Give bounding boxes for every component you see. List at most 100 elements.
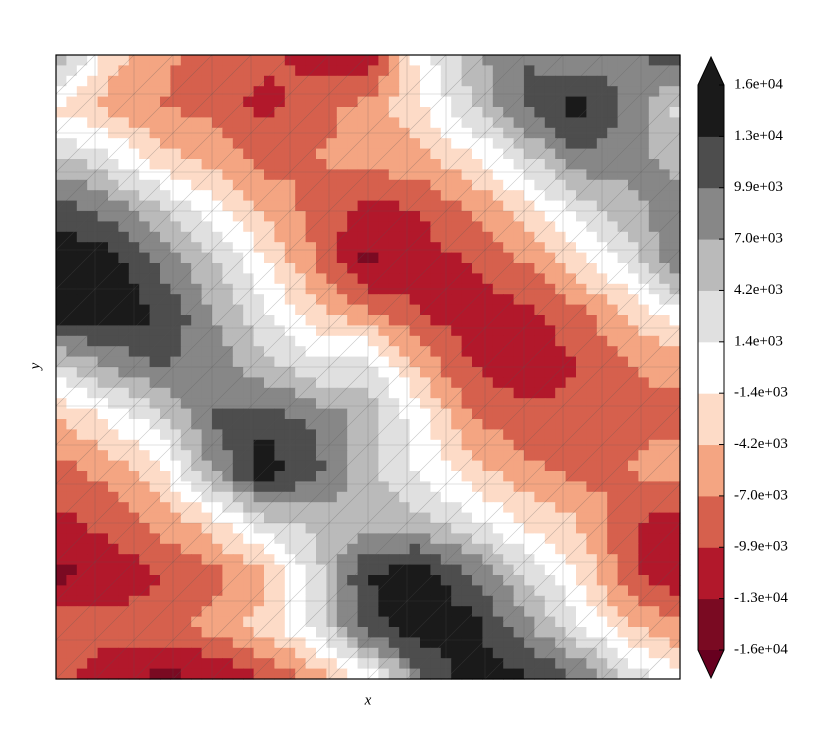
contour-cell (201, 450, 213, 462)
contour-cell (638, 471, 650, 482)
contour-cell (378, 450, 390, 462)
contour-cell (461, 575, 473, 586)
contour-cell (430, 283, 442, 295)
contour-cell (492, 148, 504, 160)
contour-cell (503, 315, 515, 326)
contour-cell (617, 211, 629, 222)
contour-cell (482, 595, 494, 607)
contour-cell (461, 616, 473, 628)
contour-cell (97, 460, 109, 472)
contour-cell (409, 190, 421, 202)
contour-cell (524, 512, 535, 524)
contour-cell (139, 75, 151, 87)
contour-cell (472, 460, 483, 472)
contour-cell (628, 429, 639, 441)
contour-cell (108, 419, 119, 430)
contour-cell (347, 315, 359, 326)
contour-cell (295, 325, 307, 337)
contour-cell (472, 221, 483, 233)
contour-cell (492, 512, 504, 524)
contour-cell (565, 502, 577, 514)
contour-cell (128, 585, 140, 597)
contour-cell (451, 564, 463, 576)
contour-cell (451, 554, 463, 566)
contour-cell (596, 491, 608, 503)
contour-cell (461, 439, 473, 451)
contour-cell (128, 564, 140, 576)
contour-cell (170, 315, 182, 326)
contour-cell (212, 627, 223, 638)
contour-cell (430, 387, 442, 399)
contour-cell (461, 554, 473, 566)
contour-cell (180, 335, 192, 347)
contour-cell (586, 179, 598, 191)
contour-cell (482, 377, 494, 389)
contour-cell (66, 585, 78, 597)
contour-cell (482, 211, 494, 222)
contour-cell (118, 127, 130, 139)
contour-cell (607, 65, 619, 77)
contour-cell (284, 377, 296, 389)
contour-cell (430, 107, 442, 118)
contour-cell (669, 169, 681, 181)
contour-cell (565, 668, 577, 680)
contour-cell (461, 263, 473, 274)
contour-cell (659, 533, 671, 545)
contour-cell (576, 471, 587, 482)
contour-cell (524, 367, 535, 378)
contour-cell (420, 231, 431, 243)
contour-cell (66, 627, 78, 638)
contour-cell (305, 585, 317, 597)
contour-cell (659, 564, 671, 576)
contour-cell (472, 169, 483, 181)
contour-cell (513, 346, 525, 358)
contour-cell (160, 263, 171, 274)
contour-cell (56, 273, 67, 285)
contour-cell (347, 169, 359, 181)
contour-cell (149, 387, 161, 399)
contour-cell (420, 190, 431, 202)
contour-cell (378, 429, 390, 441)
contour-cell (357, 429, 369, 441)
contour-cell (669, 96, 681, 108)
contour-cell (420, 263, 431, 274)
contour-cell (160, 398, 171, 410)
contour-cell (503, 242, 515, 254)
contour-cell (56, 211, 67, 222)
contour-cell (482, 242, 494, 254)
contour-cell (128, 543, 140, 555)
contour-cell (544, 179, 556, 191)
contour-cell (212, 585, 223, 597)
contour-cell (222, 200, 234, 212)
contour-cell (326, 294, 338, 306)
contour-cell (284, 471, 296, 482)
contour-cell (357, 637, 369, 649)
contour-cell (212, 55, 223, 66)
contour-cell (76, 346, 88, 358)
contour-cell (440, 294, 452, 306)
contour-cell (56, 200, 67, 212)
contour-cell (492, 606, 504, 618)
contour-cell (128, 481, 140, 493)
contour-cell (316, 356, 327, 368)
contour-cell (420, 356, 431, 368)
contour-cell (534, 179, 546, 191)
contour-cell (316, 346, 327, 358)
contour-cell (607, 86, 619, 98)
contour-cell (638, 408, 650, 420)
contour-field (56, 55, 681, 680)
contour-cell (607, 429, 619, 441)
contour-cell (388, 439, 400, 451)
contour-cell (617, 460, 629, 472)
contour-cell (316, 377, 327, 389)
contour-cell (180, 658, 192, 670)
contour-cell (191, 419, 203, 430)
contour-cell (388, 138, 400, 150)
contour-cell (170, 595, 182, 607)
contour-cell (180, 263, 192, 274)
contour-cell (108, 325, 119, 337)
contour-cell (524, 96, 535, 108)
contour-cell (284, 356, 296, 368)
contour-cell (576, 658, 587, 670)
contour-cell (628, 627, 639, 638)
